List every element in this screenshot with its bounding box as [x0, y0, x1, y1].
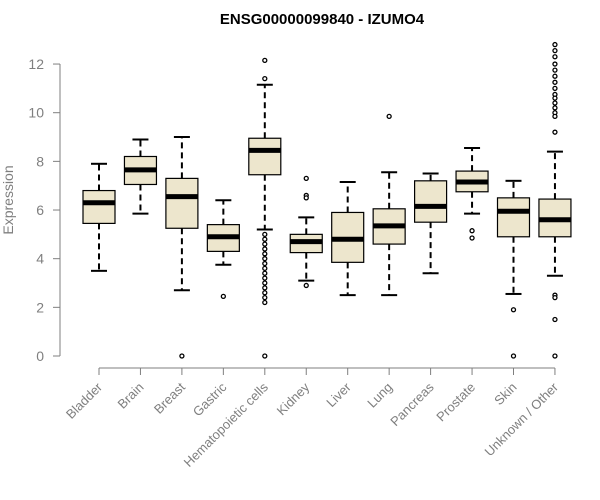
outlier-point — [386, 113, 392, 119]
y-tick-label: 6 — [36, 202, 44, 218]
box-group — [496, 179, 531, 359]
outlier-point — [552, 61, 558, 67]
outlier-point — [262, 256, 268, 262]
outlier-point — [552, 105, 558, 111]
outlier-point — [262, 294, 268, 301]
y-axis: 0 2 4 6 8 10 12 — [28, 56, 61, 364]
x-tick-label: Kidney — [274, 379, 313, 418]
outlier-point — [552, 48, 558, 54]
outlier-point — [220, 293, 227, 300]
outlier-point — [510, 307, 517, 313]
outlier-point — [469, 235, 475, 241]
outlier-point — [262, 290, 268, 296]
x-tick-label: Liver — [323, 379, 354, 410]
box-group — [82, 162, 116, 272]
box-group — [206, 199, 240, 300]
outlier-point — [262, 231, 268, 238]
outlier-point — [552, 95, 558, 101]
x-tick-label: Bladder — [63, 379, 106, 422]
outlier-point — [303, 175, 309, 182]
outlier-point — [552, 54, 558, 60]
outlier-point — [552, 100, 558, 106]
outlier-point — [552, 73, 558, 79]
x-tick-label: Pancreas — [387, 379, 437, 429]
outlier-point — [552, 67, 558, 73]
outlier-point — [552, 113, 558, 119]
outlier-point — [552, 294, 558, 301]
box-group — [538, 41, 572, 359]
box — [414, 180, 448, 223]
outlier-point — [262, 251, 268, 257]
box-group — [165, 136, 199, 359]
y-tick-label: 4 — [36, 251, 44, 267]
x-tick-label: Prostate — [433, 380, 478, 425]
box-group — [123, 138, 158, 215]
outlier-point — [262, 275, 268, 281]
boxes-layer — [82, 41, 572, 359]
outlier-point — [262, 241, 268, 247]
y-tick-label: 0 — [36, 348, 44, 364]
outlier-point — [552, 316, 558, 323]
y-axis-label: Expression — [0, 165, 16, 234]
y-tick-label: 10 — [28, 105, 44, 121]
y-tick-label: 2 — [36, 299, 44, 315]
outlier-point — [262, 353, 268, 359]
outlier-point — [303, 282, 309, 289]
box — [82, 189, 116, 225]
x-tick-label: Lung — [364, 380, 395, 411]
outlier-point — [262, 260, 268, 267]
outlier-point — [179, 353, 185, 359]
chart-title: ENSG00000099840 - IZUMO4 — [220, 11, 425, 28]
box-group — [331, 181, 365, 297]
box-group — [455, 146, 489, 241]
x-tick-label: Skin — [491, 380, 519, 408]
outlier-point — [469, 228, 475, 234]
box — [248, 137, 282, 176]
outlier-point — [262, 236, 268, 242]
outlier-point — [262, 75, 268, 82]
outlier-point — [552, 85, 558, 92]
y-tick-label: 12 — [28, 56, 44, 72]
outlier-point — [262, 265, 268, 272]
box-group — [289, 175, 323, 289]
box-group — [414, 172, 448, 275]
box-group — [248, 57, 282, 359]
outlier-point — [262, 285, 268, 291]
box — [496, 197, 531, 238]
x-tick-label: Gastric — [190, 379, 230, 419]
outlier-point — [262, 57, 268, 64]
x-tick-label: Unknown / Other — [481, 379, 561, 459]
x-tick-label: Breast — [151, 379, 188, 416]
box-group — [372, 113, 406, 297]
outlier-point — [262, 280, 268, 286]
outlier-point — [262, 270, 268, 276]
outlier-point — [552, 41, 558, 48]
box — [165, 177, 199, 229]
outlier-point — [552, 353, 558, 359]
outlier-point — [303, 195, 309, 201]
y-tick-label: 8 — [36, 153, 44, 169]
outlier-point — [262, 246, 268, 252]
x-tick-label: Brain — [114, 380, 146, 412]
outlier-point — [552, 129, 558, 135]
outlier-point — [262, 299, 268, 306]
outlier-point — [510, 353, 517, 359]
outlier-point — [552, 79, 558, 85]
